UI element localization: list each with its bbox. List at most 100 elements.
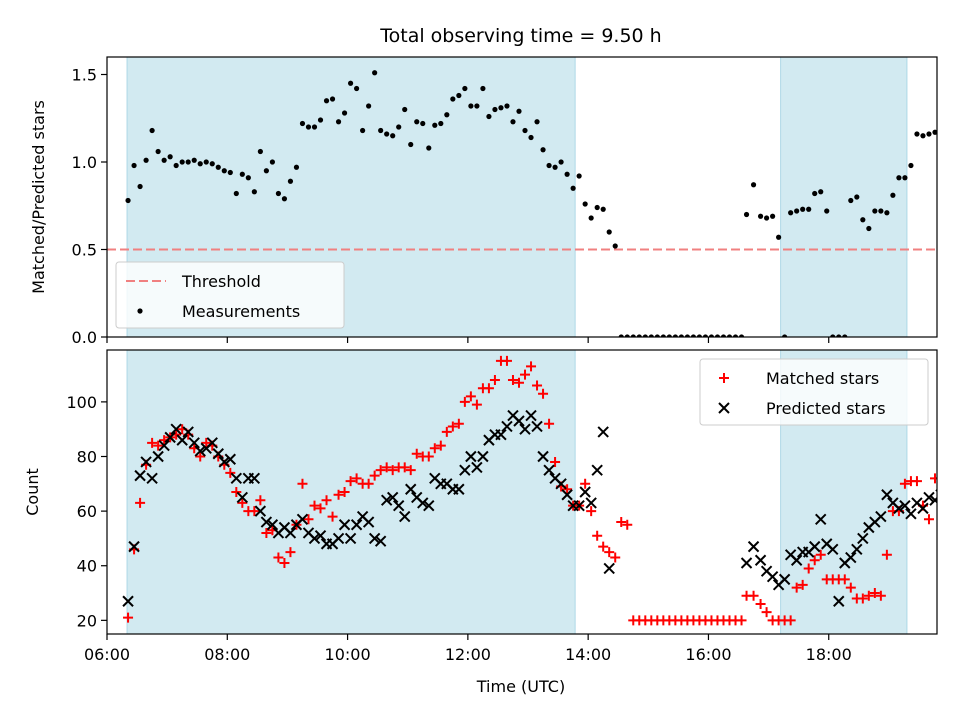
measurement-point: [444, 112, 450, 118]
measurement-point: [908, 162, 914, 169]
measurement-point: [594, 204, 600, 211]
y-tick-label: 40: [77, 557, 97, 576]
bottom-panel: 20 40 60 80 100 06:00 08:00 10:00 12:00 14:00 16:0…: [66, 349, 938, 664]
measurement-point: [203, 159, 209, 165]
predicted-star-point: [296, 513, 309, 526]
matched-star-point: [604, 547, 615, 558]
predicted-star-point: [332, 532, 345, 545]
legend-label: Matched stars: [766, 369, 879, 388]
matched-star-point: [279, 558, 290, 568]
matched-star-point: [375, 465, 386, 476]
predicted-star-point: [380, 494, 393, 506]
predicted-star-point: [857, 532, 869, 545]
x-axis-label: Time (UTC): [476, 677, 565, 696]
predicted-star-point: [519, 423, 531, 435]
measurement-point: [378, 127, 384, 134]
matched-star-point: [309, 500, 320, 511]
measurement-point: [239, 171, 245, 177]
y-tick-label: 1.5: [72, 66, 97, 85]
chart-title: Total observing time = 9.50 h: [379, 25, 661, 47]
measurement-point: [293, 164, 300, 170]
predicted-star-point: [188, 437, 200, 449]
matched-star-point: [123, 612, 134, 623]
matched-star-point: [363, 478, 374, 489]
matched-star-point: [538, 388, 549, 399]
measurement-point: [720, 334, 727, 337]
matched-star-point: [399, 462, 410, 473]
matched-star-point: [736, 615, 747, 626]
predicted-star-point: [284, 527, 297, 539]
measurement-point: [402, 106, 408, 113]
measurement-point: [335, 119, 342, 125]
measurement-point: [606, 229, 612, 235]
measurement-point: [552, 164, 558, 170]
matched-star-point: [465, 391, 476, 402]
y-tick-label: 0.5: [72, 241, 97, 260]
predicted-star-point: [170, 423, 182, 435]
matched-star-point: [237, 497, 248, 508]
predicted-star-point: [140, 456, 152, 468]
measurement-point: [281, 196, 288, 202]
top-panel: 0.0 0.5 1.0 1.5 Threshold Measurements: [72, 56, 938, 347]
predicted-star-point: [374, 535, 387, 547]
measurement-point: [137, 183, 143, 190]
matched-star-point: [809, 555, 820, 566]
matched-star-point: [526, 361, 537, 372]
predicted-star-point: [827, 543, 839, 556]
predicted-star-point: [314, 529, 327, 542]
measurement-point: [251, 189, 257, 195]
matched-star-point: [225, 467, 236, 478]
measurement-point: [818, 189, 824, 195]
matched-star-point: [351, 473, 362, 484]
measurement-point: [414, 119, 420, 125]
predicted-star-point: [399, 510, 411, 523]
x-tick-label: 06:00: [84, 645, 130, 664]
predicted-star-point: [350, 519, 363, 531]
predicted-star-point: [260, 516, 273, 528]
measurement-point: [516, 108, 522, 114]
measurement-point: [757, 213, 764, 219]
measurement-point: [702, 334, 709, 337]
measurement-point: [576, 173, 582, 179]
predicted-star-point: [905, 508, 917, 520]
measurement-point: [263, 168, 269, 174]
predicted-star-point: [230, 472, 243, 485]
matched-star-point: [839, 574, 850, 585]
measurement-point: [408, 141, 414, 148]
measurement-point: [185, 159, 191, 165]
measurement-point: [486, 113, 492, 120]
measurement-point: [878, 208, 884, 214]
measurement-point: [450, 96, 456, 102]
matched-star-point: [489, 375, 500, 386]
predicted-star-point: [254, 505, 267, 517]
measurement-point: [269, 159, 275, 165]
predicted-star-point: [386, 491, 399, 504]
measurement-point: [341, 110, 348, 116]
legend-matched-symbol: [719, 373, 729, 383]
measurement-point: [143, 157, 149, 163]
legend-label: Predicted stars: [766, 399, 886, 418]
measurement-point: [534, 119, 540, 125]
legend-label: Measurements: [182, 302, 300, 321]
measurement-point: [678, 334, 684, 337]
matched-star-point: [610, 552, 621, 563]
measurement-point: [492, 106, 498, 113]
predicted-star-point: [591, 464, 603, 476]
measurement-point: [504, 103, 510, 109]
measurement-point: [480, 85, 486, 92]
measurement-point: [684, 334, 690, 337]
measurement-point: [498, 105, 504, 111]
measurement-point: [732, 334, 739, 337]
predicted-star-point: [308, 532, 321, 545]
matched-star-point: [857, 593, 868, 604]
matched-star-point: [755, 598, 766, 609]
measurement-point: [420, 120, 426, 127]
predicted-star-point: [224, 453, 237, 465]
matched-star-point: [562, 484, 573, 495]
predicted-star-point: [875, 510, 887, 523]
matched-star-point: [201, 437, 212, 448]
panel-frame: [106, 349, 938, 635]
matched-star-point: [261, 527, 272, 538]
matched-star-point: [387, 465, 398, 476]
matched-star-point: [423, 451, 434, 462]
